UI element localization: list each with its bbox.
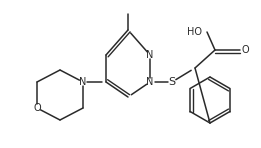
Text: N: N [146, 77, 154, 87]
Text: N: N [146, 50, 154, 60]
Text: N: N [79, 77, 87, 87]
Text: O: O [33, 103, 41, 113]
Text: S: S [168, 77, 176, 87]
Text: HO: HO [187, 27, 202, 37]
Text: O: O [241, 45, 249, 55]
